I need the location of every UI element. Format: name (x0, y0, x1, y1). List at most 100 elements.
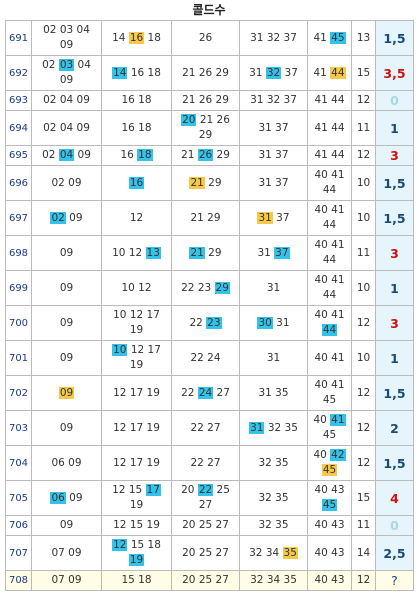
draw-number: 703 (5, 410, 32, 446)
number: 41 (331, 379, 345, 391)
row: 703 09 12 17 19 22 27 31 32 35 40 41 45 12 2 (5, 410, 414, 446)
number-group: 31 35 (239, 375, 308, 411)
number-group: 22 23 29 (171, 270, 240, 306)
number: 09 (76, 94, 90, 106)
number: 32 (258, 519, 272, 531)
number-group: 07 09 (31, 535, 102, 571)
number: 12 (112, 484, 126, 496)
highlighted-number: 16 (128, 31, 145, 44)
draw-number: 699 (5, 270, 32, 306)
draw-number: 691 (5, 20, 32, 56)
number: 18 (138, 574, 152, 586)
number-group: 31 (239, 340, 308, 376)
number: 37 (276, 211, 290, 224)
score: 0 (375, 90, 414, 111)
score: 2,5 (375, 535, 414, 571)
number-group: 09 (31, 410, 102, 446)
number-group: 02 03 04 09 (31, 20, 102, 56)
number-group: 16 (101, 165, 172, 201)
number: 22 (189, 316, 203, 329)
count: 11 (351, 110, 376, 146)
number: 19 (129, 324, 144, 336)
number: 09 (69, 211, 83, 224)
draw-number: 702 (5, 375, 32, 411)
cold-number-table: 691 02 03 04 09 14 16 18 26 31 32 37 41 45 13 1… (5, 20, 414, 591)
number: 09 (59, 519, 74, 531)
number: 40 (314, 274, 328, 286)
number: 29 (208, 176, 222, 189)
score: 1 (375, 110, 414, 146)
number: 04 (59, 94, 74, 106)
number: 29 (198, 129, 213, 141)
number-group: 02 04 09 (31, 145, 102, 166)
number: 09 (69, 491, 83, 504)
number: 43 (331, 546, 345, 559)
number: 32 (250, 574, 264, 586)
number: 21 (190, 211, 204, 224)
highlighted-number: 21 (189, 176, 205, 189)
number-group: 32 34 35 (239, 570, 308, 591)
number: 29 (215, 94, 229, 106)
number: 12 (128, 246, 143, 259)
number: 16 (130, 66, 145, 79)
number-group: 31 37 (239, 200, 308, 236)
title: 콜드수 (192, 3, 226, 17)
number-group: 22 27 (171, 445, 240, 481)
number: 37 (283, 94, 297, 106)
number-group: 41 44 (307, 55, 352, 91)
number-group: 40 41 44 (307, 305, 352, 341)
number: 31 (249, 66, 263, 79)
number: 40 (314, 574, 328, 586)
number-group: 40 43 45 (307, 480, 352, 516)
number: 31 (266, 351, 281, 364)
number-group: 02 04 09 (31, 90, 102, 111)
highlighted-number: 45 (330, 31, 346, 44)
number-group: 12 17 19 (101, 445, 172, 481)
number: 40 (314, 379, 328, 391)
number: 40 (314, 484, 328, 496)
highlighted-number: 06 (50, 491, 66, 504)
number: 35 (275, 491, 289, 504)
number-group: 16 18 (101, 110, 172, 146)
highlighted-number: 45 (321, 499, 338, 511)
number: 17 (147, 344, 161, 356)
number-group: 21 29 (171, 235, 240, 271)
number-group: 32 35 (239, 515, 308, 536)
number: 40 (313, 414, 327, 426)
number-group: 12 17 19 (101, 375, 172, 411)
number: 29 (207, 211, 221, 224)
row: 706 09 12 15 19 20 25 27 32 35 40 43 11 0 (5, 515, 414, 536)
number: 40 (314, 546, 328, 559)
number: 24 (207, 351, 221, 364)
number: 44 (331, 149, 345, 161)
number-group: 12 15 18 19 (101, 535, 172, 571)
highlighted-number: 31 (249, 421, 265, 434)
number: 09 (59, 281, 74, 294)
number-group: 31 37 (239, 235, 308, 271)
number: 09 (59, 316, 74, 329)
number-group: 22 27 (171, 410, 240, 446)
number: 16 (121, 94, 135, 106)
number: 22 (190, 421, 204, 434)
count: 13 (351, 20, 376, 56)
number: 21 (181, 149, 195, 161)
draw-number: 693 (5, 90, 32, 111)
number-group: 10 12 17 19 (101, 340, 172, 376)
number: 09 (59, 246, 74, 259)
number: 21 (182, 66, 196, 79)
number-group: 41 44 (307, 90, 352, 111)
number: 09 (77, 149, 91, 161)
row: 692 02 03 04 09 14 16 18 21 26 29 31 32 37 41… (5, 55, 414, 91)
number-group: 16 18 (101, 145, 172, 166)
number: 09 (68, 574, 82, 586)
highlighted-number: 21 (189, 246, 205, 259)
score: 1,5 (375, 200, 414, 236)
number: 20 (182, 519, 196, 531)
row: 697 02 09 12 21 29 31 37 40 41 44 10 1,5 (5, 200, 414, 236)
number: 31 (258, 149, 272, 161)
number: 31 (250, 31, 264, 44)
number: 17 (146, 309, 160, 321)
number: 41 (331, 204, 345, 216)
highlighted-number: 44 (330, 66, 346, 79)
number-group: 02 03 04 09 (31, 55, 102, 91)
